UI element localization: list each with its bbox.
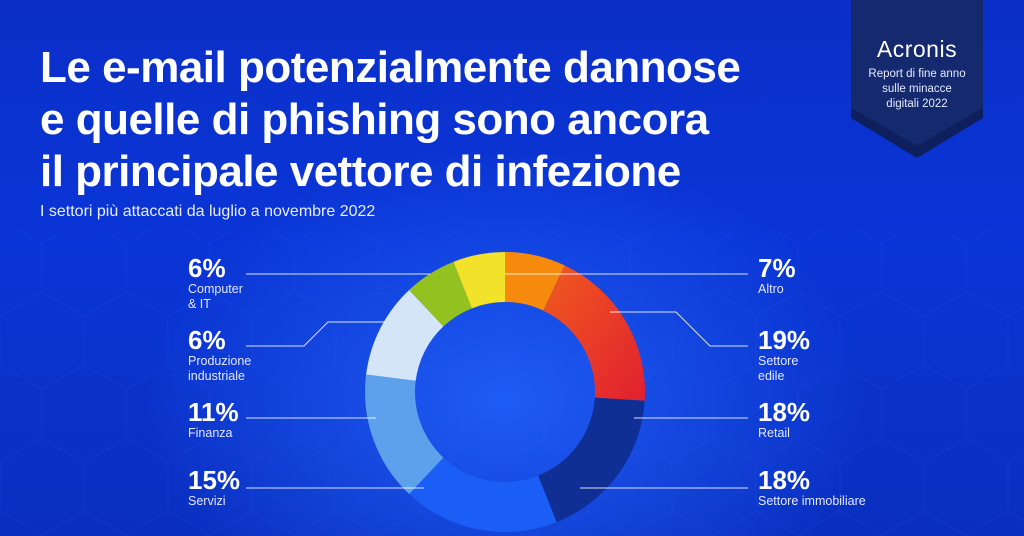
- label-settore-immobiliare: 18% Settore immobiliare: [758, 466, 866, 509]
- label-name: Servizi: [188, 494, 226, 508]
- page-title: Le e-mail potenzialmente dannose e quell…: [40, 42, 840, 198]
- label-percent: 7%: [758, 253, 796, 283]
- chart-subtitle: I settori più attaccati da luglio a nove…: [40, 203, 376, 220]
- label-name: Finanza: [188, 426, 233, 440]
- label-percent: 18%: [758, 465, 811, 495]
- label-settore-edile: 19% Settore edile: [758, 326, 810, 384]
- badge-report-line: digitali 2022: [886, 98, 948, 110]
- label-percent: 6%: [188, 253, 226, 283]
- report-badge: Acronis Report di fine anno sulle minacc…: [851, 0, 983, 158]
- label-servizi: 15% Servizi: [188, 466, 240, 509]
- label-name: Settore immobiliare: [758, 494, 866, 508]
- donut-slice-servizi: [365, 374, 444, 495]
- donut-slice-retail: [538, 397, 645, 523]
- title-line: il principale vettore di infezione: [40, 147, 681, 196]
- badge-ribbon-shape: [851, 0, 983, 158]
- label-name: Altro: [758, 282, 784, 296]
- badge-report-text: Report di fine anno sulle minacce digita…: [857, 67, 977, 112]
- leader-line: [246, 321, 386, 347]
- acronis-logo: Acronis: [876, 36, 958, 62]
- label-retail: 18% Retail: [758, 398, 810, 441]
- donut-slice-produzione-industriale: [409, 261, 472, 327]
- title-line: Le e-mail potenzialmente dannose: [40, 43, 741, 92]
- label-name: Computer & IT: [188, 282, 243, 311]
- donut-slice-finanza: [366, 289, 444, 381]
- label-percent: 18%: [758, 397, 811, 427]
- label-name: Produzione industriale: [188, 354, 252, 383]
- donut-slice-computer-it: [453, 252, 505, 309]
- label-altro: 7% Altro: [758, 254, 796, 297]
- label-percent: 15%: [188, 465, 241, 495]
- leader-line: [610, 311, 748, 347]
- label-name: Settore edile: [758, 354, 799, 383]
- badge-report-line: sulle minacce: [882, 83, 952, 95]
- label-percent: 19%: [758, 325, 811, 355]
- label-finanza: 11% Finanza: [188, 398, 239, 441]
- donut-slice-settore-edile: [543, 265, 646, 401]
- label-percent: 6%: [188, 325, 226, 355]
- title-line: e quelle di phishing sono ancora: [40, 95, 709, 144]
- label-produzione-industriale: 6% Produzione industriale: [188, 326, 251, 384]
- donut-slice-altro: [505, 252, 565, 311]
- badge-report-line: Report di fine anno: [868, 68, 966, 80]
- label-computer-it: 6% Computer & IT: [188, 254, 243, 312]
- label-name: Retail: [758, 426, 790, 440]
- label-percent: 11%: [188, 397, 239, 427]
- donut-slice-settore-immobiliare: [409, 457, 557, 532]
